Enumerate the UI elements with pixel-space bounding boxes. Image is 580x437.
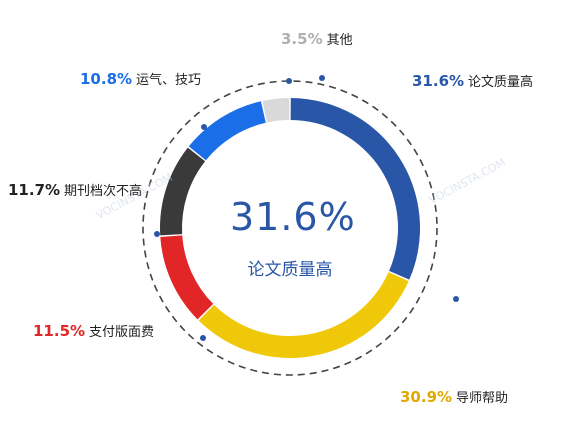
callout-qita-label: 其他 — [326, 33, 353, 48]
callout-lunwen: 31.6% 论文质量高 — [412, 72, 534, 90]
callout-lunwen-value: 31.6% — [412, 72, 465, 90]
ring-dot-4 — [200, 335, 206, 341]
callout-zhifu-value: 11.5% — [33, 322, 86, 340]
ring-dot-1 — [319, 75, 325, 81]
callout-qikan: 11.7% 期刊档次不高 — [8, 181, 143, 199]
callout-lunwen-label: 论文质量高 — [468, 75, 534, 90]
ring-dot-0 — [286, 78, 292, 84]
ring-dot-2 — [201, 124, 207, 130]
callout-qikan-value: 11.7% — [8, 181, 61, 199]
callout-qita: 3.5% 其他 — [281, 30, 353, 48]
callout-zhifu: 11.5% 支付版面费 — [33, 322, 155, 340]
ring-dots — [154, 75, 459, 341]
callout-daoshi-value: 30.9% — [400, 388, 453, 406]
donut-slices — [160, 98, 421, 358]
slice-0 — [290, 98, 421, 280]
outer-dashed-ring — [142, 80, 438, 376]
callout-qikan-label: 期刊档次不高 — [64, 184, 143, 199]
slice-4 — [188, 101, 266, 161]
center-label: 论文质量高 — [247, 260, 333, 280]
slice-3 — [160, 147, 206, 236]
callout-yunqi-label: 运气、技巧 — [136, 73, 202, 88]
callout-zhifu-label: 支付版面费 — [89, 325, 155, 340]
ring-dot-3 — [154, 231, 160, 237]
callout-qita-value: 3.5% — [281, 30, 323, 48]
slice-1 — [198, 272, 409, 358]
callout-yunqi: 10.8% 运气、技巧 — [80, 70, 202, 88]
callout-daoshi: 30.9% 导师帮助 — [400, 388, 509, 406]
callout-yunqi-value: 10.8% — [80, 70, 133, 88]
slice-2 — [160, 235, 214, 320]
callout-daoshi-label: 导师帮助 — [456, 391, 509, 406]
center-value: 31.6% — [230, 195, 356, 239]
ring-dot-5 — [453, 296, 459, 302]
slice-5 — [262, 98, 290, 123]
